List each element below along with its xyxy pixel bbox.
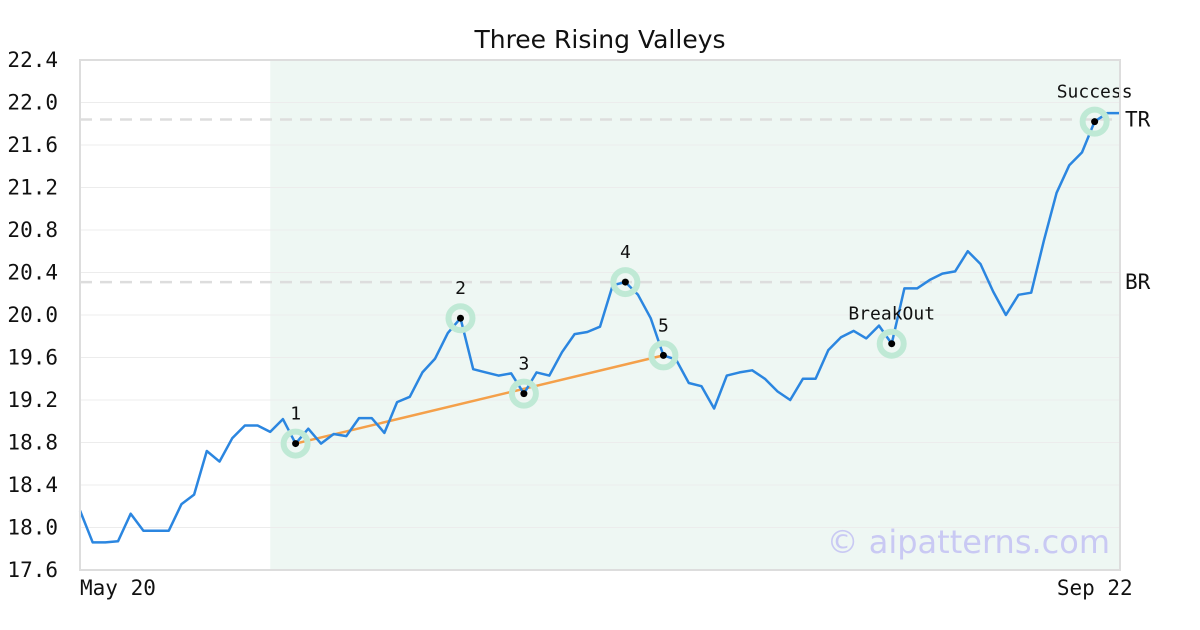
pattern-point: Success <box>1057 82 1133 137</box>
point-label: 5 <box>658 315 669 336</box>
y-tick-label: 19.2 <box>7 388 58 412</box>
y-tick-label: 20.8 <box>7 218 58 242</box>
point-label: 1 <box>290 404 301 425</box>
point-label: 4 <box>620 242 631 263</box>
level-lines-layer: TR BR <box>80 108 1151 294</box>
point-halo <box>876 328 907 359</box>
price-line <box>78 111 1120 544</box>
pattern-point: 3 <box>508 354 539 409</box>
point-halo <box>445 303 476 334</box>
y-tick-label: 20.4 <box>7 261 58 285</box>
point-halo <box>1079 106 1110 137</box>
point-dot <box>520 390 528 398</box>
point-dot <box>292 440 300 448</box>
trendline-layer <box>295 354 664 445</box>
level-label: TR <box>1125 108 1151 132</box>
y-tick-label: 18.0 <box>7 516 58 540</box>
point-halo <box>648 340 679 371</box>
y-tick-label: 18.8 <box>7 431 58 455</box>
pattern-point: BreakOut <box>848 304 935 359</box>
point-dot <box>621 278 629 286</box>
y-axis-ticks: 22.4 22.0 21.6 21.2 20.8 20.4 20.0 19.6 19.2 18.8… <box>7 48 58 582</box>
trendline <box>295 354 664 445</box>
y-tick-label: 19.6 <box>7 346 58 370</box>
level-label: BR <box>1125 270 1151 294</box>
price-line-layer <box>78 111 1120 544</box>
y-tick-label: 17.6 <box>7 558 58 582</box>
y-tick-label: 21.6 <box>7 133 58 157</box>
y-tick-label: 22.4 <box>7 48 58 72</box>
point-label: BreakOut <box>848 304 935 325</box>
point-halo <box>610 267 641 298</box>
plot-frame <box>79 59 1121 571</box>
point-dot <box>456 314 464 322</box>
pattern-point: 2 <box>445 278 476 334</box>
y-tick-label: 18.4 <box>7 473 58 497</box>
chart-title: Three Rising Valleys <box>473 25 725 54</box>
point-halo <box>280 428 311 459</box>
point-label: 2 <box>455 278 466 299</box>
grid-layer <box>80 59 1120 571</box>
point-label: 3 <box>518 354 529 375</box>
y-tick-label: 21.2 <box>7 176 58 200</box>
watermark: © aipatterns.com <box>827 523 1110 561</box>
point-halo <box>508 378 539 409</box>
point-label: Success <box>1057 82 1133 103</box>
y-tick-label: 20.0 <box>7 303 58 327</box>
pattern-point: 5 <box>648 315 679 371</box>
pattern-point: 4 <box>610 242 641 298</box>
x-axis-ticks: May 20 Sep 22 <box>80 576 1133 600</box>
points-layer: 1 2 3 4 5 BreakOut Success <box>280 82 1133 459</box>
x-tick-label: May 20 <box>80 576 156 600</box>
pattern-point: 1 <box>280 404 311 459</box>
y-tick-label: 22.0 <box>7 91 58 115</box>
point-dot <box>888 340 896 348</box>
x-tick-label: Sep 22 <box>1057 576 1133 600</box>
point-dot <box>659 351 667 359</box>
point-dot <box>1091 118 1099 126</box>
